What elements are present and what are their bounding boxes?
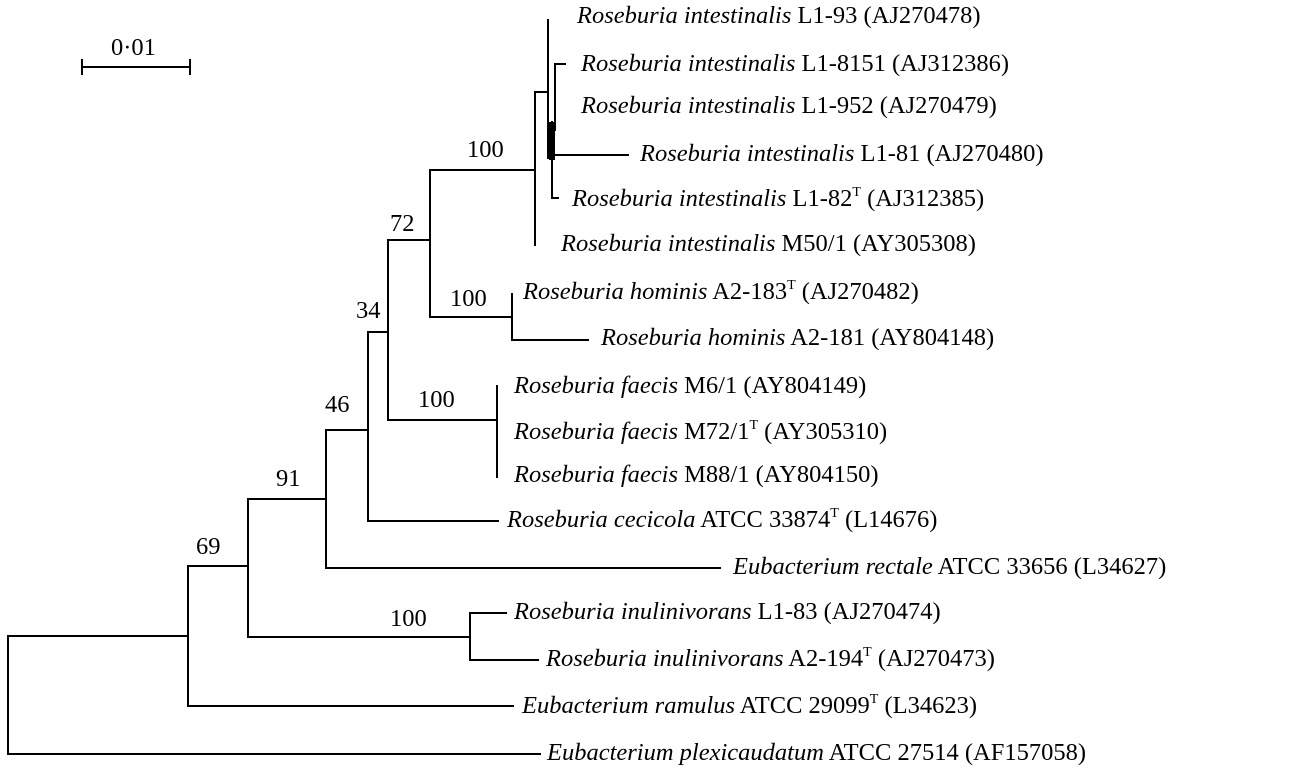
leaf-label: Eubacterium plexicaudatum ATCC 27514 (AF… — [547, 739, 1086, 767]
species-name: Roseburia cecicola — [507, 506, 696, 533]
species-name: Roseburia inulinivorans — [514, 598, 752, 625]
strain-name: L1-83 — [757, 598, 818, 625]
bootstrap-value: 46 — [325, 391, 350, 418]
strain-name: M50/1 — [781, 230, 847, 257]
strain-name: L1-81 — [860, 140, 921, 167]
species-name: Roseburia inulinivorans — [546, 645, 784, 672]
leaf-label: Roseburia intestinalis L1-8151 (AJ312386… — [581, 50, 1009, 78]
strain-name: M72/1T — [684, 418, 759, 445]
accession: (AJ312385) — [867, 185, 985, 212]
leaf-label: Roseburia inulinivorans L1-83 (AJ270474) — [514, 598, 941, 626]
leaf-label: Roseburia hominis A2-181 (AY804148) — [601, 324, 994, 352]
accession: (AJ270474) — [823, 598, 941, 625]
leaf-label: Roseburia intestinalis L1-82T (AJ312385) — [572, 185, 984, 213]
strain-name: L1-82T — [792, 185, 861, 212]
strain-name: A2-181 — [790, 324, 866, 351]
species-name: Roseburia intestinalis — [561, 230, 776, 257]
leaf-label: Roseburia intestinalis L1-93 (AJ270478) — [577, 2, 981, 30]
leaf-label: Roseburia inulinivorans A2-194T (AJ27047… — [546, 645, 995, 673]
bootstrap-value: 72 — [390, 210, 415, 237]
accession: (AY305310) — [764, 418, 888, 445]
species-name: Roseburia faecis — [514, 372, 678, 399]
type-strain-mark: T — [787, 278, 796, 293]
type-strain-mark: T — [852, 185, 861, 200]
bootstrap-value: 100 — [390, 605, 427, 632]
leaf-label: Roseburia cecicola ATCC 33874T (L14676) — [507, 506, 937, 534]
species-name: Roseburia intestinalis — [581, 92, 796, 119]
species-name: Eubacterium rectale — [733, 553, 933, 580]
accession: (L14676) — [844, 506, 938, 533]
strain-name: ATCC 27514 — [828, 739, 959, 766]
accession: (AY804150) — [755, 461, 879, 488]
accession: (AJ312386) — [892, 50, 1010, 77]
accession: (L34623) — [884, 692, 978, 719]
strain-name: A2-183T — [712, 278, 796, 305]
leaf-label: Roseburia intestinalis L1-952 (AJ270479) — [581, 92, 997, 120]
species-name: Eubacterium plexicaudatum — [547, 739, 824, 766]
type-strain-mark: T — [749, 418, 759, 433]
bootstrap-value: 69 — [196, 533, 221, 560]
species-name: Eubacterium ramulus — [522, 692, 735, 719]
scale-bar-label: 0·01 — [111, 34, 156, 61]
bootstrap-value: 100 — [467, 136, 504, 163]
bootstrap-value: 100 — [418, 386, 455, 413]
species-name: Roseburia hominis — [601, 324, 786, 351]
type-strain-mark: T — [830, 506, 839, 521]
strain-name: M88/1 — [684, 461, 750, 488]
accession: (AY804148) — [871, 324, 995, 351]
leaf-label: Roseburia faecis M72/1T (AY305310) — [514, 418, 887, 446]
leaf-label: Eubacterium ramulus ATCC 29099T (L34623) — [522, 692, 977, 720]
type-strain-mark: T — [869, 692, 879, 707]
leaf-label: Roseburia hominis A2-183T (AJ270482) — [523, 278, 919, 306]
accession: (AY305308) — [852, 230, 976, 257]
accession: (AF157058) — [964, 739, 1086, 766]
species-name: Roseburia hominis — [523, 278, 708, 305]
strain-name: ATCC 33656 — [937, 553, 1068, 580]
accession: (AJ270480) — [926, 140, 1044, 167]
leaf-label: Roseburia faecis M6/1 (AY804149) — [514, 372, 866, 400]
accession: (AJ270478) — [863, 2, 981, 29]
species-name: Roseburia faecis — [514, 461, 678, 488]
leaf-label: Roseburia intestinalis L1-81 (AJ270480) — [640, 140, 1044, 168]
leaf-label: Eubacterium rectale ATCC 33656 (L34627) — [733, 553, 1166, 581]
accession: (L34627) — [1073, 553, 1167, 580]
species-name: Roseburia intestinalis — [640, 140, 855, 167]
species-name: Roseburia faecis — [514, 418, 678, 445]
species-name: Roseburia intestinalis — [577, 2, 792, 29]
leaf-label: Roseburia intestinalis M50/1 (AY305308) — [561, 230, 976, 258]
accession: (AJ270482) — [801, 278, 919, 305]
strain-name: L1-8151 — [801, 50, 886, 77]
strain-name: ATCC 33874T — [700, 506, 839, 533]
strain-name: ATCC 29099T — [739, 692, 879, 719]
branch-intestinalis-dense-block — [549, 122, 555, 160]
accession: (AJ270479) — [879, 92, 997, 119]
strain-name: M6/1 — [684, 372, 738, 399]
accession: (AY804149) — [743, 372, 867, 399]
type-strain-mark: T — [863, 645, 872, 660]
bootstrap-value: 91 — [276, 465, 301, 492]
strain-name: L1-93 — [797, 2, 858, 29]
strain-name: L1-952 — [801, 92, 874, 119]
species-name: Roseburia intestinalis — [572, 185, 787, 212]
bootstrap-value: 34 — [356, 297, 381, 324]
strain-name: A2-194T — [788, 645, 872, 672]
accession: (AJ270473) — [877, 645, 995, 672]
bootstrap-value: 100 — [450, 285, 487, 312]
species-name: Roseburia intestinalis — [581, 50, 796, 77]
leaf-label: Roseburia faecis M88/1 (AY804150) — [514, 461, 879, 489]
